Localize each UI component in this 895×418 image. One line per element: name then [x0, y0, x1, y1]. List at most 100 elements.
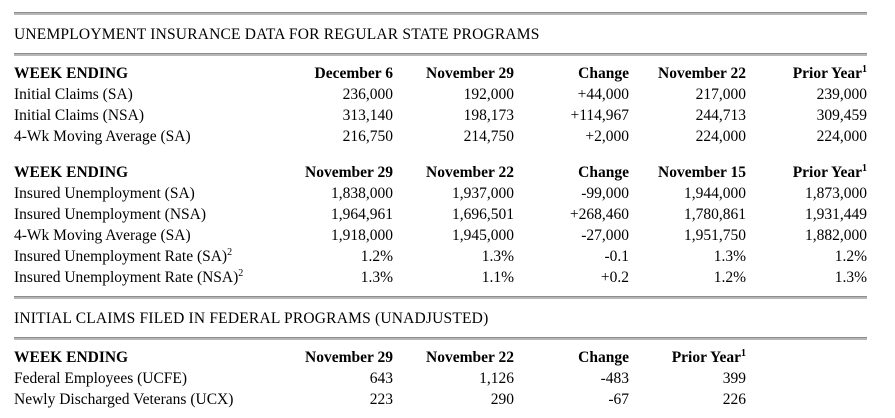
row-label-text: Insured Unemployment Rate (NSA): [14, 269, 239, 286]
column-header-label: November 22: [426, 349, 514, 366]
value-cell: 290: [490, 391, 514, 408]
column-header-label: Change: [578, 349, 629, 366]
table-row: Newly Discharged Veterans (UCX) 223 290 -67…: [14, 389, 867, 410]
value-cell: -67: [608, 391, 629, 408]
divider: [14, 12, 867, 15]
value-cell: [746, 389, 867, 410]
column-header-label: Prior Year: [671, 349, 741, 366]
value-cell: 1,882,000: [805, 227, 867, 244]
column-header: November 29: [300, 347, 393, 368]
column-header: [746, 347, 867, 368]
insured-unemployment-table: WEEK ENDING November 29 November 22 Change N…: [14, 162, 867, 288]
column-header: December 6: [300, 63, 393, 84]
value-cell: 313,140: [342, 107, 393, 124]
value-cell: 1,696,501: [452, 206, 514, 223]
table-row: Federal Employees (UCFE) 643 1,126 -483 399: [14, 368, 867, 389]
row-label: Insured Unemployment (NSA): [14, 204, 300, 225]
value-cell: 1,937,000: [452, 185, 514, 202]
table-row: 4-Wk Moving Average (SA) 216,750 214,750 +2…: [14, 126, 867, 147]
value-cell: 309,459: [816, 107, 867, 124]
column-header: November 22: [393, 347, 514, 368]
value-cell: 226: [722, 391, 746, 408]
row-label-text: Initial Claims (SA): [14, 86, 133, 103]
value-cell: 214,750: [463, 128, 514, 145]
column-header: Prior Year1: [629, 347, 746, 368]
table-row: Insured Unemployment (SA) 1,838,000 1,937,…: [14, 183, 867, 204]
footnote-marker: 2: [238, 267, 244, 279]
table-row: Initial Claims (NSA) 313,140 198,173 +114,9…: [14, 105, 867, 126]
row-label-text: 4-Wk Moving Average (SA): [14, 128, 191, 145]
row-label-text: 4-Wk Moving Average (SA): [14, 227, 191, 244]
column-header-label: November 29: [305, 164, 393, 181]
column-header: November 15: [629, 162, 746, 183]
column-header-label: Prior Year: [792, 65, 862, 82]
column-header: Change: [514, 347, 629, 368]
value-cell: 239,000: [816, 86, 867, 103]
column-header: WEEK ENDING: [14, 347, 300, 368]
column-header-label: November 29: [305, 349, 393, 366]
value-cell: 1,126: [479, 370, 514, 387]
federal-programs-table: WEEK ENDING November 29 November 22 Change P…: [14, 347, 867, 410]
table-row: 4-Wk Moving Average (SA) 1,918,000 1,945,0…: [14, 225, 867, 246]
value-cell: 1,944,000: [684, 185, 746, 202]
row-label: Initial Claims (SA): [14, 84, 300, 105]
divider: [14, 337, 867, 340]
value-cell: 1,918,000: [331, 227, 393, 244]
value-cell: 216,750: [342, 128, 393, 145]
row-label: Initial Claims (NSA): [14, 105, 300, 126]
column-header: November 29: [300, 162, 393, 183]
divider: [14, 296, 867, 299]
footnote-marker: 1: [741, 347, 746, 359]
value-cell: 1,780,861: [684, 206, 746, 223]
value-cell: 224,000: [695, 128, 746, 145]
value-cell: [746, 368, 867, 389]
column-header-label: December 6: [314, 65, 393, 82]
value-cell: 1,951,750: [684, 227, 746, 244]
value-cell: +114,967: [570, 107, 629, 124]
column-header-label: November 15: [658, 164, 746, 181]
column-header: WEEK ENDING: [14, 63, 300, 84]
header-row: WEEK ENDING December 6 November 29 Change No…: [14, 63, 867, 84]
column-header: WEEK ENDING: [14, 162, 300, 183]
row-label: 4-Wk Moving Average (SA): [14, 126, 300, 147]
divider: [14, 53, 867, 56]
column-header: November 22: [393, 162, 514, 183]
value-cell: 1,964,961: [331, 206, 393, 223]
value-cell: -99,000: [581, 185, 629, 202]
row-label: Newly Discharged Veterans (UCX): [14, 389, 300, 410]
value-cell: -27,000: [581, 227, 629, 244]
row-label: Insured Unemployment Rate (SA)2: [14, 246, 300, 267]
column-header-label: WEEK ENDING: [14, 349, 129, 366]
value-cell: 1.2%: [713, 269, 746, 286]
column-header: Prior Year1: [746, 162, 867, 183]
value-cell: 223: [369, 391, 393, 408]
column-header: November 29: [393, 63, 514, 84]
section-title-state-programs: UNEMPLOYMENT INSURANCE DATA FOR REGULAR …: [14, 26, 540, 43]
header-row: WEEK ENDING November 29 November 22 Change P…: [14, 347, 867, 368]
value-cell: 643: [369, 370, 393, 387]
value-cell: 1,945,000: [452, 227, 514, 244]
row-label-text: Federal Employees (UCFE): [14, 370, 188, 387]
column-header-label: WEEK ENDING: [14, 65, 129, 82]
row-label: 4-Wk Moving Average (SA): [14, 225, 300, 246]
value-cell: 1.1%: [481, 269, 514, 286]
value-cell: 1,873,000: [805, 185, 867, 202]
header-row: WEEK ENDING November 29 November 22 Change N…: [14, 162, 867, 183]
column-header-label: Prior Year: [792, 164, 862, 181]
footnote-marker: 1: [862, 162, 867, 174]
column-header-label: November 22: [426, 164, 514, 181]
row-label-text: Newly Discharged Veterans (UCX): [14, 391, 234, 408]
column-header: Change: [514, 162, 629, 183]
value-cell: 244,713: [695, 107, 746, 124]
column-header-label: November 22: [658, 65, 746, 82]
value-cell: 399: [722, 370, 746, 387]
unemployment-insurance-report: UNEMPLOYMENT INSURANCE DATA FOR REGULAR …: [14, 0, 867, 410]
initial-claims-state-table: WEEK ENDING December 6 November 29 Change No…: [14, 63, 867, 147]
column-header: November 22: [629, 63, 746, 84]
row-label: Insured Unemployment (SA): [14, 183, 300, 204]
value-cell: 1,838,000: [331, 185, 393, 202]
table-row: Insured Unemployment (NSA) 1,964,961 1,696…: [14, 204, 867, 225]
value-cell: 217,000: [695, 86, 746, 103]
table-row: Insured Unemployment Rate (NSA)2 1.3% 1.1%…: [14, 267, 867, 288]
value-cell: +0.2: [600, 269, 629, 286]
